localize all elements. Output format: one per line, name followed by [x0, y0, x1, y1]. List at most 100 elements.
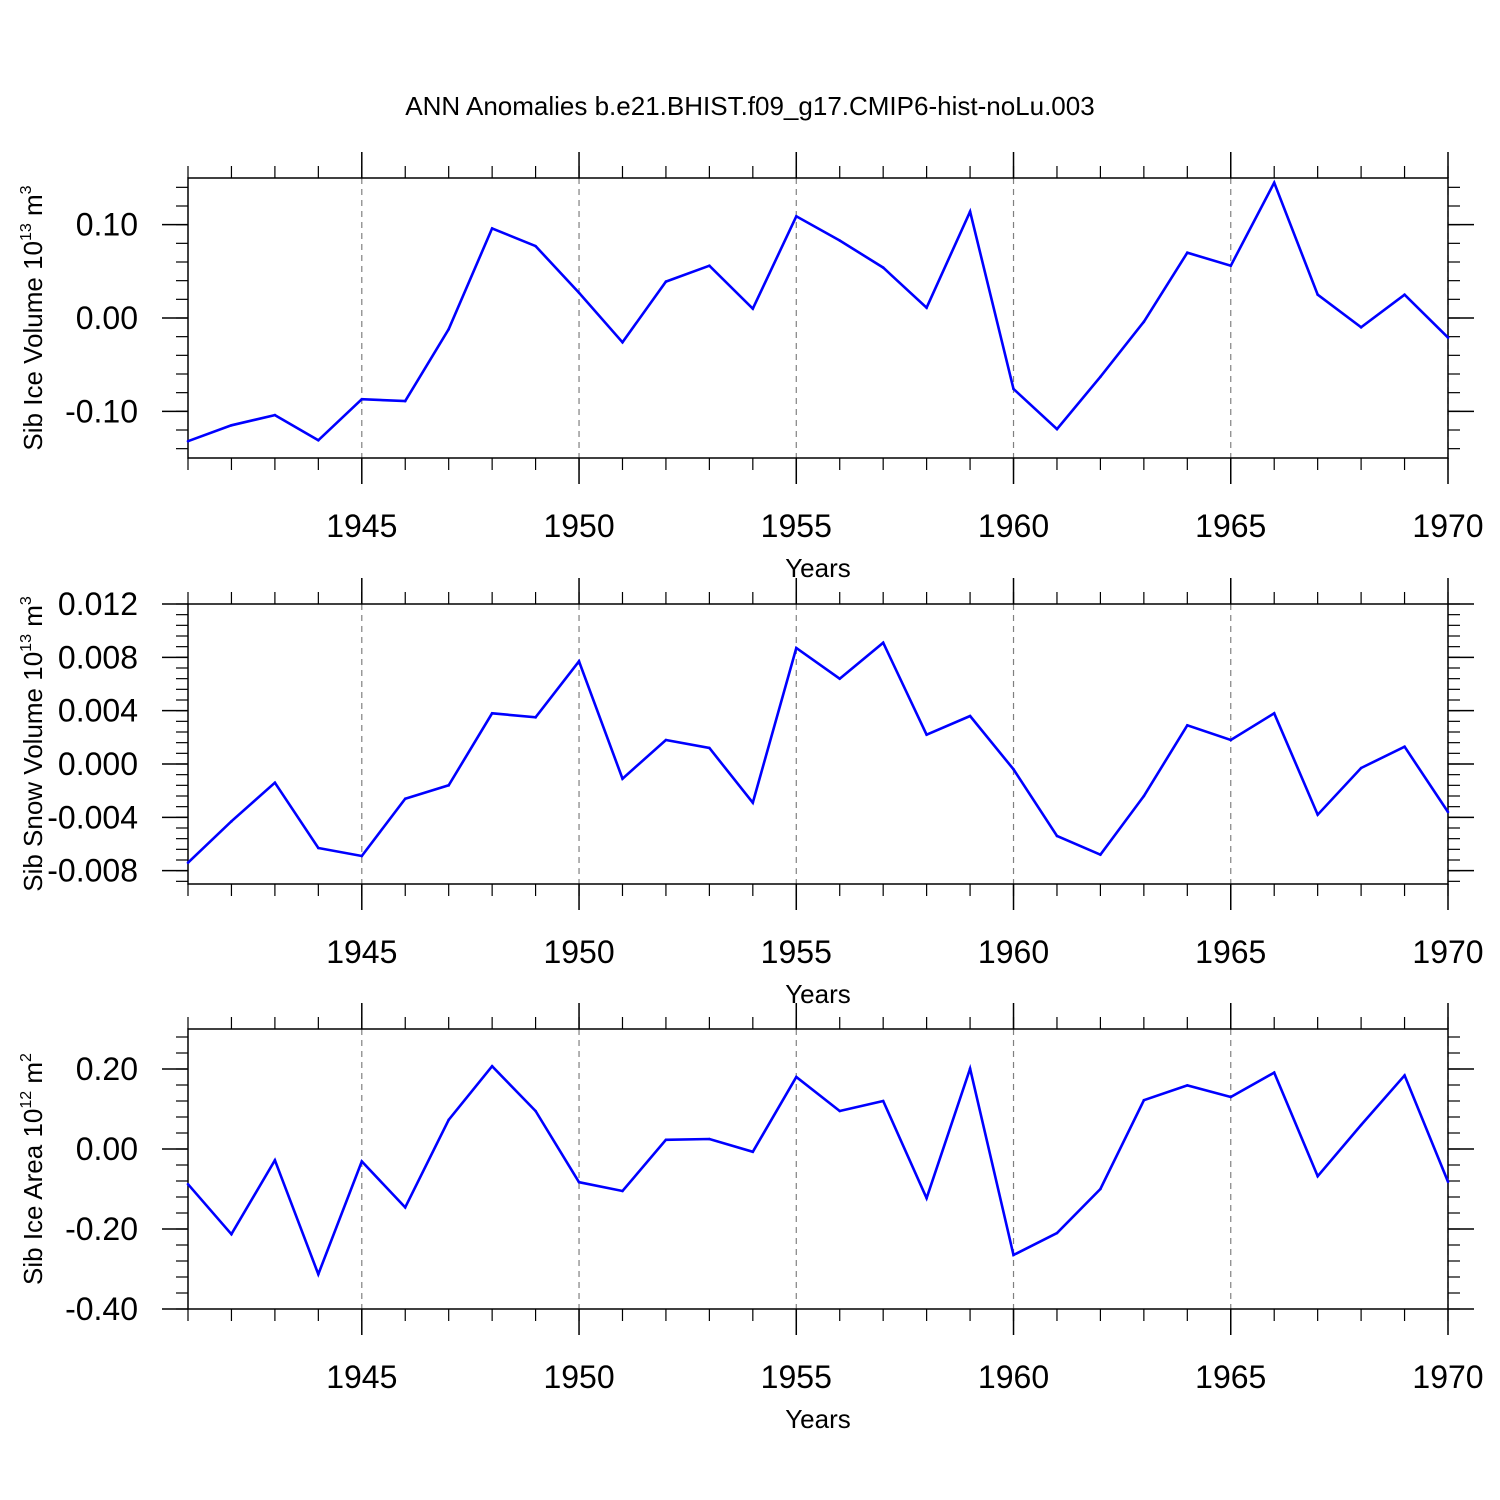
data-point: [925, 733, 928, 736]
data-point: [1403, 745, 1406, 748]
data-point: [1186, 724, 1189, 727]
data-point: [1359, 326, 1363, 329]
data-point: [838, 239, 842, 242]
x-tick-label: 1950: [543, 1359, 614, 1395]
series-line: [187, 640, 1450, 864]
data-point: [621, 1189, 624, 1193]
data-point: [1316, 1174, 1319, 1178]
data-point: [273, 781, 277, 784]
y-axis-title-text: Sib Ice Area 10: [18, 1109, 48, 1285]
data-point: [751, 1150, 755, 1154]
panel-1: -0.10 0.00 0.10 1945 1950 1955 1960 1965 1970 Yea…: [18, 152, 1484, 583]
x-tick-label: 1965: [1195, 508, 1266, 544]
data-point: [317, 1272, 320, 1276]
data-point: [881, 641, 885, 644]
data-point: [403, 1206, 407, 1209]
data-point: [230, 820, 233, 823]
x-tick-label: 1945: [326, 1359, 397, 1395]
y-tick-label: -0.20: [65, 1211, 138, 1247]
data-point: [621, 777, 624, 780]
data-point: [968, 714, 972, 718]
data-point: [664, 280, 668, 283]
data-point: [1186, 251, 1189, 254]
data-point: [925, 1196, 928, 1200]
data-point: [577, 291, 581, 295]
data-point: [1446, 336, 1450, 339]
data-point: [1229, 738, 1233, 742]
data-point: [794, 1075, 798, 1079]
plot-frame: [187, 1028, 1449, 1310]
x-tick-label: 1960: [978, 1359, 1049, 1395]
x-axis-title: Years: [785, 979, 851, 1009]
y-tick-label: 0.004: [58, 693, 138, 729]
data-point: [1403, 1074, 1406, 1077]
data-point: [186, 861, 190, 864]
y-axis-title-unit: m: [18, 194, 48, 223]
data-point: [1055, 1231, 1059, 1235]
data-point: [1403, 293, 1406, 296]
data-point: [360, 397, 364, 401]
data-point: [708, 1137, 711, 1141]
data-point: [664, 1138, 668, 1142]
y-axis-title-unit-exponent: 3: [18, 596, 35, 605]
panel-3: -0.40 -0.20 0.00 0.20 1945 1950 1955 1960 1965 19…: [18, 1003, 1484, 1434]
data-point: [1446, 810, 1450, 814]
y-tick-label: -0.10: [65, 393, 138, 429]
y-tick-label: 0.012: [58, 586, 138, 622]
data-point: [1186, 1084, 1189, 1087]
data-point: [1012, 768, 1015, 771]
data-point: [273, 413, 277, 417]
data-point: [273, 1158, 277, 1162]
data-point: [1359, 1123, 1363, 1127]
data-point: [447, 1118, 450, 1122]
x-tick-label: 1955: [761, 934, 832, 970]
data-point: [1055, 427, 1059, 431]
y-tick-label: 0.10: [76, 207, 138, 243]
x-tick-label: 1950: [543, 508, 614, 544]
data-point: [1359, 766, 1363, 770]
data-point: [621, 340, 624, 344]
data-point: [1142, 320, 1146, 324]
plot-frame: [187, 603, 1449, 885]
y-tick-label: 0.20: [76, 1051, 138, 1087]
data-point: [230, 1232, 233, 1236]
x-tick-label: 1960: [978, 508, 1049, 544]
x-tick-label: 1965: [1195, 934, 1266, 970]
data-point: [447, 327, 450, 331]
data-point: [1229, 1095, 1233, 1099]
x-tick-label: 1965: [1195, 1359, 1266, 1395]
data-point: [881, 266, 885, 269]
y-axis-title-unit-exponent: 3: [18, 185, 35, 194]
data-point: [360, 1160, 364, 1163]
x-tick-label: 1970: [1412, 508, 1483, 544]
data-point: [534, 1109, 537, 1113]
data-point: [1012, 387, 1015, 391]
y-axis-title-unit: m: [18, 1062, 48, 1091]
x-tick-label: 1950: [543, 934, 614, 970]
x-tick-label: 1955: [761, 508, 832, 544]
x-tick-label: 1945: [326, 934, 397, 970]
x-tick-label: 1960: [978, 934, 1049, 970]
y-axis-title-text: Sib Snow Volume 10: [18, 652, 48, 892]
data-point: [186, 439, 190, 443]
data-point: [403, 797, 407, 800]
chart-title: ANN Anomalies b.e21.BHIST.f09_g17.CMIP6-…: [405, 91, 1094, 121]
data-point: [1099, 375, 1102, 379]
data-point: [230, 424, 233, 427]
data-point: [1272, 712, 1276, 715]
data-point: [968, 210, 972, 213]
series-line: [187, 179, 1449, 443]
data-point: [1272, 1071, 1276, 1074]
data-point: [968, 1067, 972, 1070]
data-point: [881, 1099, 885, 1103]
y-tick-label: -0.008: [47, 853, 138, 889]
data-point: [490, 1064, 494, 1068]
data-point: [1099, 1187, 1102, 1191]
series-line: [187, 1063, 1450, 1278]
data-point: [360, 854, 364, 858]
x-tick-label: 1945: [326, 508, 397, 544]
y-axis-title-exponent: 13: [18, 634, 35, 652]
x-axis-title: Years: [785, 553, 851, 583]
panels: -0.10 0.00 0.10 1945 1950 1955 1960 1965 1970 Yea…: [18, 152, 1484, 1434]
data-point: [708, 746, 711, 750]
